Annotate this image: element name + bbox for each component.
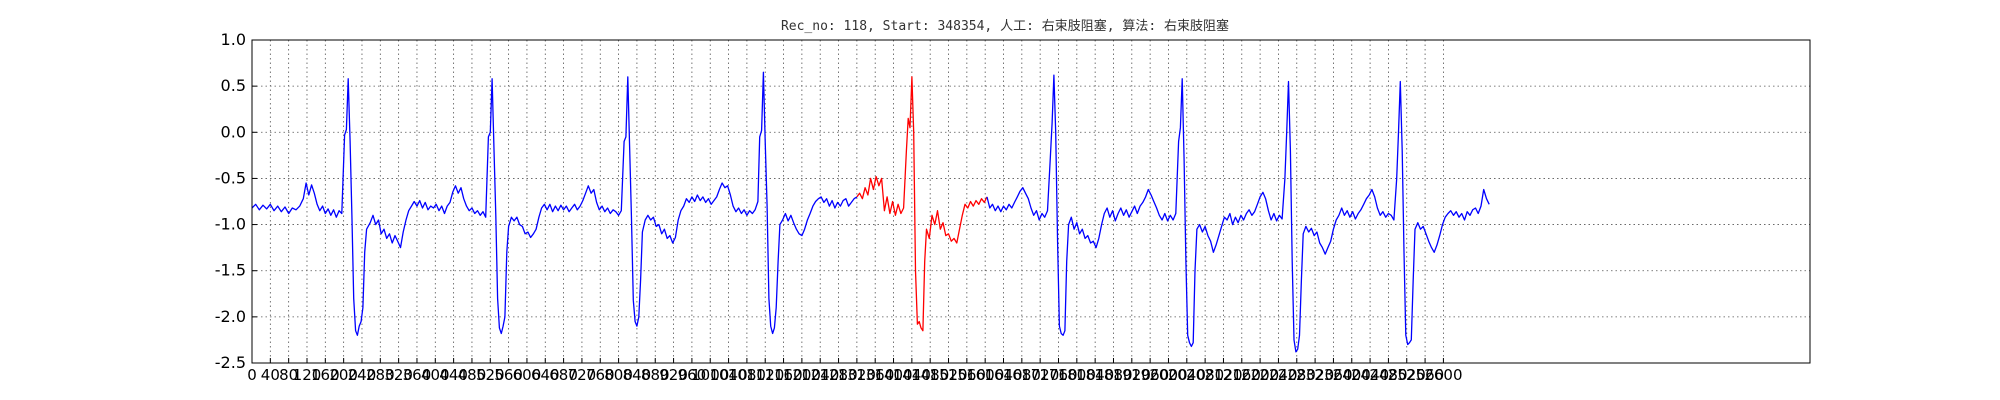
x-tick-label: 40 xyxy=(261,366,280,384)
y-tick-label: -1.0 xyxy=(215,215,246,234)
y-tick-label: 1.0 xyxy=(221,30,246,49)
y-axis: 1.0 0.5 0.0 -0.5 -1.0 -1.5 -2.0 -2.5 xyxy=(215,30,257,372)
chart-title: Rec_no: 118, Start: 348354, 人工: 右束肢阻塞, 算… xyxy=(781,18,1229,34)
series-line-1 xyxy=(857,77,987,331)
x-axis: 0 40 8012016020024028032036040044048052056… xyxy=(247,358,1462,384)
y-tick-label: -0.5 xyxy=(215,168,246,187)
series-line-2 xyxy=(987,75,1489,352)
y-tick-label: -2.0 xyxy=(215,307,246,326)
y-tick-label: -1.5 xyxy=(215,261,246,280)
series-line-0 xyxy=(252,72,857,335)
y-tick-label: -2.5 xyxy=(215,353,246,372)
y-tick-label: 0.0 xyxy=(221,122,246,141)
y-tick-label: 0.5 xyxy=(221,76,246,95)
x-tick-label: 0 xyxy=(247,366,257,384)
plot-area xyxy=(252,72,1489,352)
x-tick-label: 2600 xyxy=(1424,366,1462,384)
